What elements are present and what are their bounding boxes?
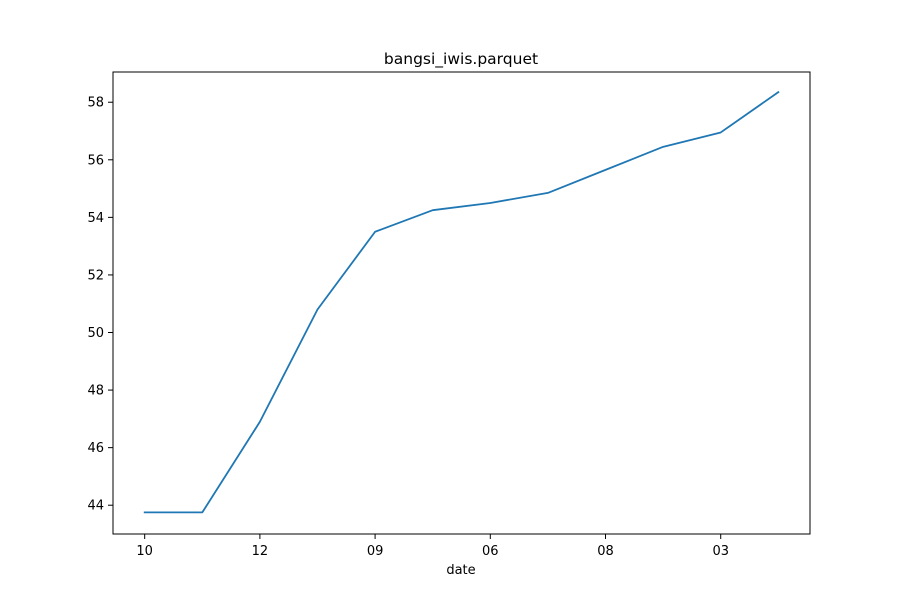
chart-title: bangsi_iwis.parquet [384, 50, 538, 69]
x-tick-label: 09 [367, 544, 384, 559]
y-axis: 44 46 48 50 52 54 56 58 [87, 96, 113, 514]
y-tick-label: 50 [87, 326, 104, 341]
x-tick-label: 03 [712, 544, 729, 559]
series-layer [143, 90, 780, 514]
y-tick-label: 56 [87, 153, 104, 168]
x-tick-label: 08 [597, 544, 614, 559]
y-tick-label: 52 [87, 268, 104, 283]
y-tick-label: 48 [87, 384, 104, 399]
y-tick-label: 46 [87, 441, 104, 456]
y-tick-label: 58 [87, 96, 104, 111]
series-line-0 [143, 90, 780, 514]
x-axis: 10 12 09 06 08 03 [136, 534, 729, 559]
x-tick-label: 12 [252, 544, 269, 559]
x-tick-label: 10 [136, 544, 153, 559]
plot-frame [112, 71, 811, 535]
y-tick-label: 44 [87, 499, 104, 514]
y-tick-label: 54 [87, 211, 104, 226]
x-tick-label: 06 [482, 544, 499, 559]
x-axis-title: date [446, 563, 475, 578]
